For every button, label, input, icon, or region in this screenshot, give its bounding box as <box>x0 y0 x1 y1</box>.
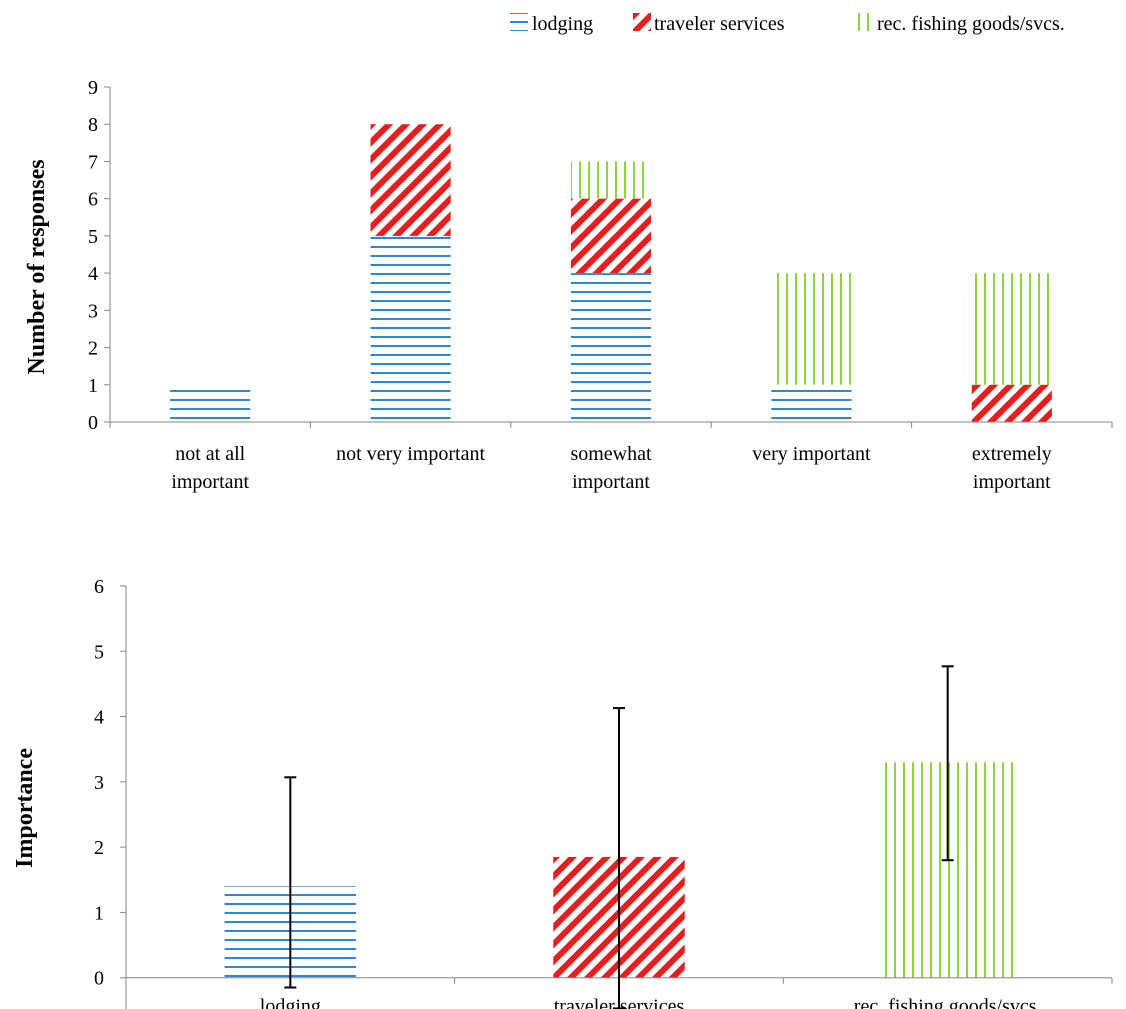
x-tick-label: somewhat important <box>570 443 652 493</box>
bar-lodging-very-important <box>771 384 852 422</box>
y-tick-label: 2 <box>94 837 104 859</box>
bar-lodging-not-very-important <box>370 235 451 422</box>
legend-label-lodging: lodging <box>532 13 593 35</box>
y-tick-label: 3 <box>88 300 98 322</box>
legend-swatch-traveler-services <box>633 13 651 31</box>
error-bar-traveler-services <box>613 707 625 1009</box>
y-tick-label: 7 <box>88 151 98 173</box>
bar-rec-fishing-goods-svcs-very-important <box>771 273 852 385</box>
x-tick-label: rec. fishing goods/svcs. <box>854 996 1042 1009</box>
legend: lodging traveler services rec. fishing g… <box>510 13 1065 35</box>
y-tick-label: 4 <box>94 707 104 729</box>
legend-label-traveler-services: traveler services <box>654 13 785 35</box>
bar-rec-fishing-goods-svcs-extremely-important <box>971 273 1052 385</box>
x-tick-label: not at all important <box>171 443 249 493</box>
y-axis-title-responses: Number of responses <box>24 159 50 374</box>
x-tick-label: very important <box>752 443 871 465</box>
stacked-bar-chart: Number of responses 0 1 2 3 4 5 6 7 8 9 not at al… <box>24 77 1113 493</box>
legend-swatch-rec-fishing <box>856 13 874 31</box>
y-tick-label: 6 <box>88 189 98 211</box>
y-tick-label: 3 <box>94 772 104 794</box>
y-tick-label: 1 <box>94 902 104 924</box>
y-tick-label: 2 <box>88 338 98 360</box>
top-y-tick-labels: 0 1 2 3 4 5 6 7 8 9 <box>88 77 98 434</box>
bar-traveler-services-not-very-important <box>370 124 451 236</box>
bar-traveler-services-somewhat-important <box>570 198 652 274</box>
x-tick-label: extremely important <box>972 443 1052 493</box>
top-x-tick-labels: not at all important not very important som… <box>171 443 1051 493</box>
y-tick-label: 6 <box>94 576 104 598</box>
legend-item-rec-fishing: rec. fishing goods/svcs. <box>856 13 1065 35</box>
top-bars <box>170 124 1052 422</box>
y-tick-label: 4 <box>88 263 98 285</box>
bar-lodging-somewhat-important <box>570 273 652 422</box>
y-tick-label: 8 <box>88 114 98 136</box>
legend-item-traveler-services: traveler services <box>633 13 785 35</box>
bottom-error-bars <box>284 665 954 1009</box>
x-tick-label: not very important <box>336 443 485 465</box>
legend-item-lodging: lodging <box>510 13 593 35</box>
bottom-y-tick-labels: -10123456 <box>94 576 104 990</box>
x-tick-label: lodging <box>260 996 321 1009</box>
y-tick-label: 5 <box>88 226 98 248</box>
y-axis-title-importance: Importance <box>12 748 38 868</box>
bottom-x-tick-labels: lodging traveler services rec. fishing goo… <box>260 996 1042 1009</box>
bar-rec-fishing-goods-svcs-somewhat-important <box>570 161 652 199</box>
top-axes <box>104 86 1113 428</box>
bar-lodging-not-at-all-important <box>170 384 251 422</box>
error-bar-lodging <box>284 776 297 989</box>
y-tick-label: 9 <box>88 77 98 99</box>
y-tick-label: 0 <box>88 412 98 434</box>
y-tick-label: 5 <box>94 641 104 663</box>
bar-traveler-services-extremely-important <box>971 384 1052 422</box>
legend-label-rec-fishing: rec. fishing goods/svcs. <box>877 13 1065 35</box>
y-tick-label: 1 <box>88 375 98 397</box>
error-bar-rec-fishing-goods-svcs <box>941 665 954 862</box>
y-tick-label: 0 <box>94 968 104 990</box>
legend-swatch-lodging <box>510 13 528 31</box>
